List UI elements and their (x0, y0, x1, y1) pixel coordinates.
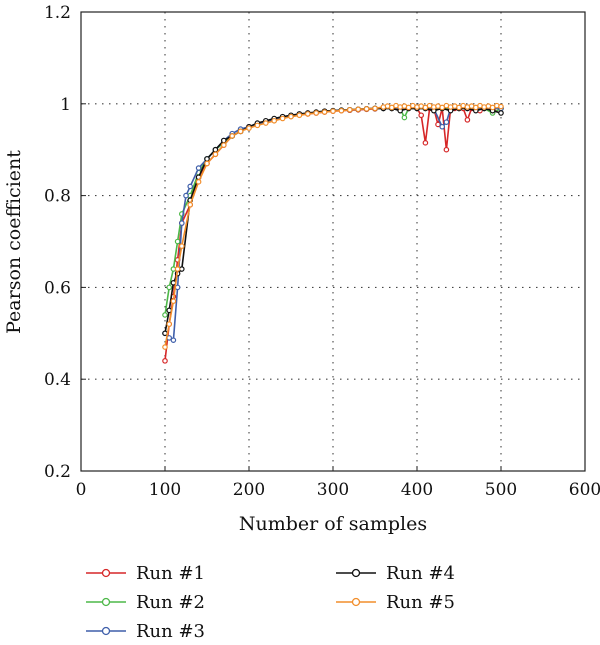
data-point (498, 103, 504, 110)
x-tick-label: 600 (569, 480, 600, 500)
data-point (355, 106, 362, 113)
legend-label: Run #2 (136, 592, 205, 613)
y-tick-label: 0.2 (44, 462, 71, 482)
data-point (229, 133, 236, 139)
data-point (304, 111, 311, 117)
data-point (422, 140, 429, 146)
y-axis-title: Pearson coefficient (3, 150, 25, 334)
data-point (221, 142, 227, 148)
x-tick-label: 300 (317, 480, 349, 500)
data-point (187, 183, 194, 190)
data-point (338, 107, 345, 114)
y-tick-label: 0.6 (44, 278, 71, 298)
data-point (183, 192, 189, 199)
data-point (296, 112, 303, 119)
data-point (418, 112, 425, 119)
data-point (498, 110, 504, 116)
data-point (187, 201, 194, 208)
x-tick-label: 0 (76, 480, 87, 500)
data-point (330, 108, 336, 114)
data-point (279, 115, 286, 122)
data-point (401, 114, 408, 121)
data-point (313, 110, 320, 116)
legend-item-run-5: Run #5 (336, 592, 455, 613)
data-point (372, 105, 378, 112)
legend-marker (101, 626, 111, 636)
legend-marker (101, 597, 111, 607)
data-point (237, 128, 244, 135)
data-point (162, 358, 168, 364)
data-point (443, 146, 450, 153)
legend-label: Run #4 (386, 563, 455, 584)
data-point (195, 165, 202, 171)
series-run-5 (162, 102, 504, 350)
legend: Run #1 Run #2 Run #3 Run #4 Run #5 (86, 563, 455, 642)
data-point (321, 109, 328, 115)
legend-label: Run #3 (136, 621, 205, 642)
data-point (179, 243, 185, 249)
data-point (162, 312, 168, 318)
y-tick-label: 0.4 (44, 370, 71, 390)
data-point (363, 106, 370, 112)
data-point (246, 125, 252, 131)
axis-ticks: 0 100 200 300 400 500 600 0.2 0.4 0.6 0.8 1 1.2 (44, 3, 600, 500)
y-tick-label: 1 (60, 95, 71, 115)
legend-marker (101, 568, 111, 578)
legend-item-run-3: Run #3 (86, 621, 205, 642)
data-point (166, 321, 173, 327)
series-layer (162, 102, 504, 364)
legend-label: Run #5 (386, 592, 455, 613)
data-point (288, 113, 294, 120)
y-tick-label: 1.2 (44, 3, 71, 23)
legend-item-run-4: Run #4 (336, 563, 455, 584)
data-point (162, 344, 168, 350)
data-point (212, 151, 219, 158)
x-tick-label: 400 (401, 480, 433, 500)
data-point (443, 119, 450, 125)
data-point (439, 123, 446, 130)
legend-item-run-2: Run #2 (86, 592, 205, 613)
data-point (166, 284, 173, 291)
data-point (204, 160, 210, 167)
data-point (170, 337, 177, 343)
data-point (464, 117, 471, 123)
x-axis-title: Number of samples (239, 513, 427, 535)
data-point (174, 238, 181, 245)
legend-marker (351, 597, 361, 607)
x-tick-label: 100 (149, 480, 181, 500)
x-tick-label: 200 (233, 480, 265, 500)
data-point (435, 121, 441, 128)
legend-label: Run #1 (136, 563, 205, 584)
data-point (179, 220, 185, 226)
x-tick-label: 500 (485, 480, 517, 500)
data-point (174, 266, 181, 272)
data-point (271, 117, 278, 124)
data-point (195, 179, 202, 185)
data-point (212, 146, 219, 153)
data-point (254, 122, 261, 129)
data-point (221, 137, 227, 144)
data-point (346, 106, 353, 113)
data-point (262, 120, 269, 126)
legend-marker (351, 568, 361, 578)
data-point (170, 298, 177, 304)
legend-item-run-1: Run #1 (86, 563, 205, 584)
data-point (204, 156, 210, 162)
y-tick-label: 0.8 (44, 187, 71, 207)
